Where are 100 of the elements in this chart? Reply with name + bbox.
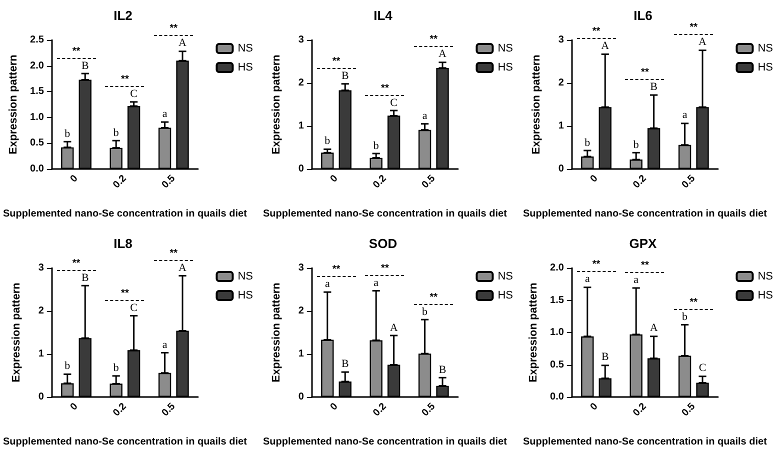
text: ** bbox=[690, 22, 698, 34]
y-tick-label: 0 bbox=[38, 392, 44, 402]
y-axis-title: Expression pattern bbox=[528, 282, 540, 382]
annotation: b bbox=[324, 135, 330, 148]
y-axis-title: Expression pattern bbox=[10, 282, 22, 382]
y-tick-label: 1.5 bbox=[550, 294, 564, 306]
annotation: a bbox=[162, 108, 168, 120]
annotation: A bbox=[178, 262, 186, 274]
y-tick-label: 1.0 bbox=[550, 327, 564, 338]
y-tick-label: 3 bbox=[558, 34, 564, 46]
x-tick-label: 0.2 bbox=[371, 400, 390, 419]
chart-title: SOD bbox=[368, 236, 398, 251]
y-axis-title: Expression pattern bbox=[530, 54, 542, 154]
legend-label: HS bbox=[758, 290, 773, 302]
annotation: b bbox=[64, 128, 70, 140]
annotation: b bbox=[64, 360, 70, 372]
x-axis-title: Supplemented nano-Se concentration in quails diet bbox=[262, 208, 508, 220]
x-axis-title: Supplemented nano-Se concentration in quails diet bbox=[522, 436, 768, 448]
x-tick-label: 0 bbox=[68, 172, 80, 185]
y-axis-title: Expression pattern bbox=[270, 282, 282, 382]
y-tick-label: 3 bbox=[298, 34, 304, 46]
annotation: ** bbox=[381, 262, 389, 274]
annotation: B bbox=[81, 60, 89, 72]
chart-title: IL2 bbox=[114, 8, 132, 23]
annotation: C bbox=[130, 88, 138, 100]
x-tick-label: 0 bbox=[588, 172, 600, 185]
x-tick-label: 0 bbox=[68, 400, 80, 413]
legend-label: NS bbox=[238, 42, 253, 54]
annotation: b bbox=[633, 138, 639, 151]
y-tick-label: 1.5 bbox=[30, 86, 44, 98]
annotation: ** bbox=[332, 56, 340, 67]
legend-label: HS bbox=[498, 290, 513, 302]
x-tick-label: 0.5 bbox=[420, 172, 438, 191]
y-tick-label: 0.0 bbox=[550, 392, 564, 402]
chart-title: IL4 bbox=[374, 8, 394, 23]
annotation: a bbox=[324, 278, 330, 290]
annotation: b bbox=[682, 310, 688, 323]
x-tick-label: 0.5 bbox=[420, 400, 438, 419]
annotation: b bbox=[422, 306, 428, 318]
y-tick-label: 2 bbox=[38, 306, 44, 316]
y-tick-label: 1 bbox=[298, 120, 304, 132]
annotation: B bbox=[341, 70, 349, 82]
y-tick-label: 3 bbox=[38, 262, 44, 274]
legend-label: NS bbox=[758, 42, 773, 54]
annotation: A bbox=[438, 48, 446, 60]
annotation: a bbox=[634, 274, 639, 286]
x-tick-label: 0.2 bbox=[111, 400, 130, 419]
legend-label: HS bbox=[238, 290, 253, 302]
y-tick-label: 0.5 bbox=[550, 359, 564, 370]
annotation: ** bbox=[332, 264, 340, 276]
annotation: C bbox=[130, 302, 138, 314]
legend-label: NS bbox=[238, 270, 253, 282]
annotation: B bbox=[438, 364, 446, 376]
annotation: C bbox=[698, 362, 706, 374]
chart-title: IL6 bbox=[634, 8, 652, 23]
annotation: A bbox=[601, 40, 610, 52]
legend-label: HS bbox=[238, 62, 253, 74]
annotation: ** bbox=[430, 34, 438, 46]
x-tick-label: 0.5 bbox=[680, 172, 698, 191]
annotation: B bbox=[81, 272, 89, 284]
legend-label: HS bbox=[758, 62, 773, 74]
y-tick-label: 2 bbox=[558, 78, 564, 88]
y-axis-title: Expression pattern bbox=[8, 54, 20, 154]
y-tick-label: 0 bbox=[298, 164, 304, 174]
x-axis-title: Supplemented nano-Se concentration in quails diet bbox=[2, 208, 248, 220]
y-tick-label: 2 bbox=[298, 78, 304, 88]
y-axis-title: Expression pattern bbox=[270, 54, 282, 154]
annotation: ** bbox=[121, 288, 129, 299]
x-tick-label: 0 bbox=[588, 400, 600, 413]
x-tick-label: 0.2 bbox=[631, 400, 650, 419]
y-tick-label: 1 bbox=[298, 348, 304, 360]
chart-title: GPX bbox=[629, 236, 658, 251]
y-tick-label: 0.0 bbox=[30, 164, 44, 174]
text: ** bbox=[170, 23, 178, 34]
annotation: ** bbox=[430, 292, 438, 303]
legend-label: NS bbox=[498, 42, 513, 54]
y-tick-label: 1.0 bbox=[30, 112, 44, 123]
annotation: A bbox=[390, 322, 398, 334]
annotation: B bbox=[650, 81, 658, 94]
annotation: ** bbox=[121, 74, 129, 85]
annotation: b bbox=[113, 126, 119, 139]
annotation: b bbox=[373, 140, 379, 152]
text: ** bbox=[592, 26, 600, 38]
legend-label: NS bbox=[758, 270, 773, 282]
annotation: a bbox=[584, 273, 590, 286]
x-tick-label: 0.5 bbox=[160, 400, 178, 419]
text: ** bbox=[170, 248, 178, 259]
y-tick-label: 1 bbox=[558, 120, 564, 132]
annotation: C bbox=[390, 96, 398, 109]
x-tick-label: 0.5 bbox=[680, 400, 698, 419]
x-axis-title: Supplemented nano-Se concentration in quails diet bbox=[2, 436, 248, 448]
y-tick-label: 2.0 bbox=[30, 60, 44, 72]
legend-label: NS bbox=[498, 270, 513, 282]
x-tick-label: 0.5 bbox=[160, 172, 178, 191]
annotation: ** bbox=[72, 258, 80, 269]
x-tick-label: 0.2 bbox=[631, 172, 650, 191]
annotation: b bbox=[113, 362, 119, 374]
annotation: ** bbox=[641, 67, 649, 78]
y-tick-label: 2.0 bbox=[550, 262, 564, 274]
annotation: ** bbox=[72, 46, 80, 57]
